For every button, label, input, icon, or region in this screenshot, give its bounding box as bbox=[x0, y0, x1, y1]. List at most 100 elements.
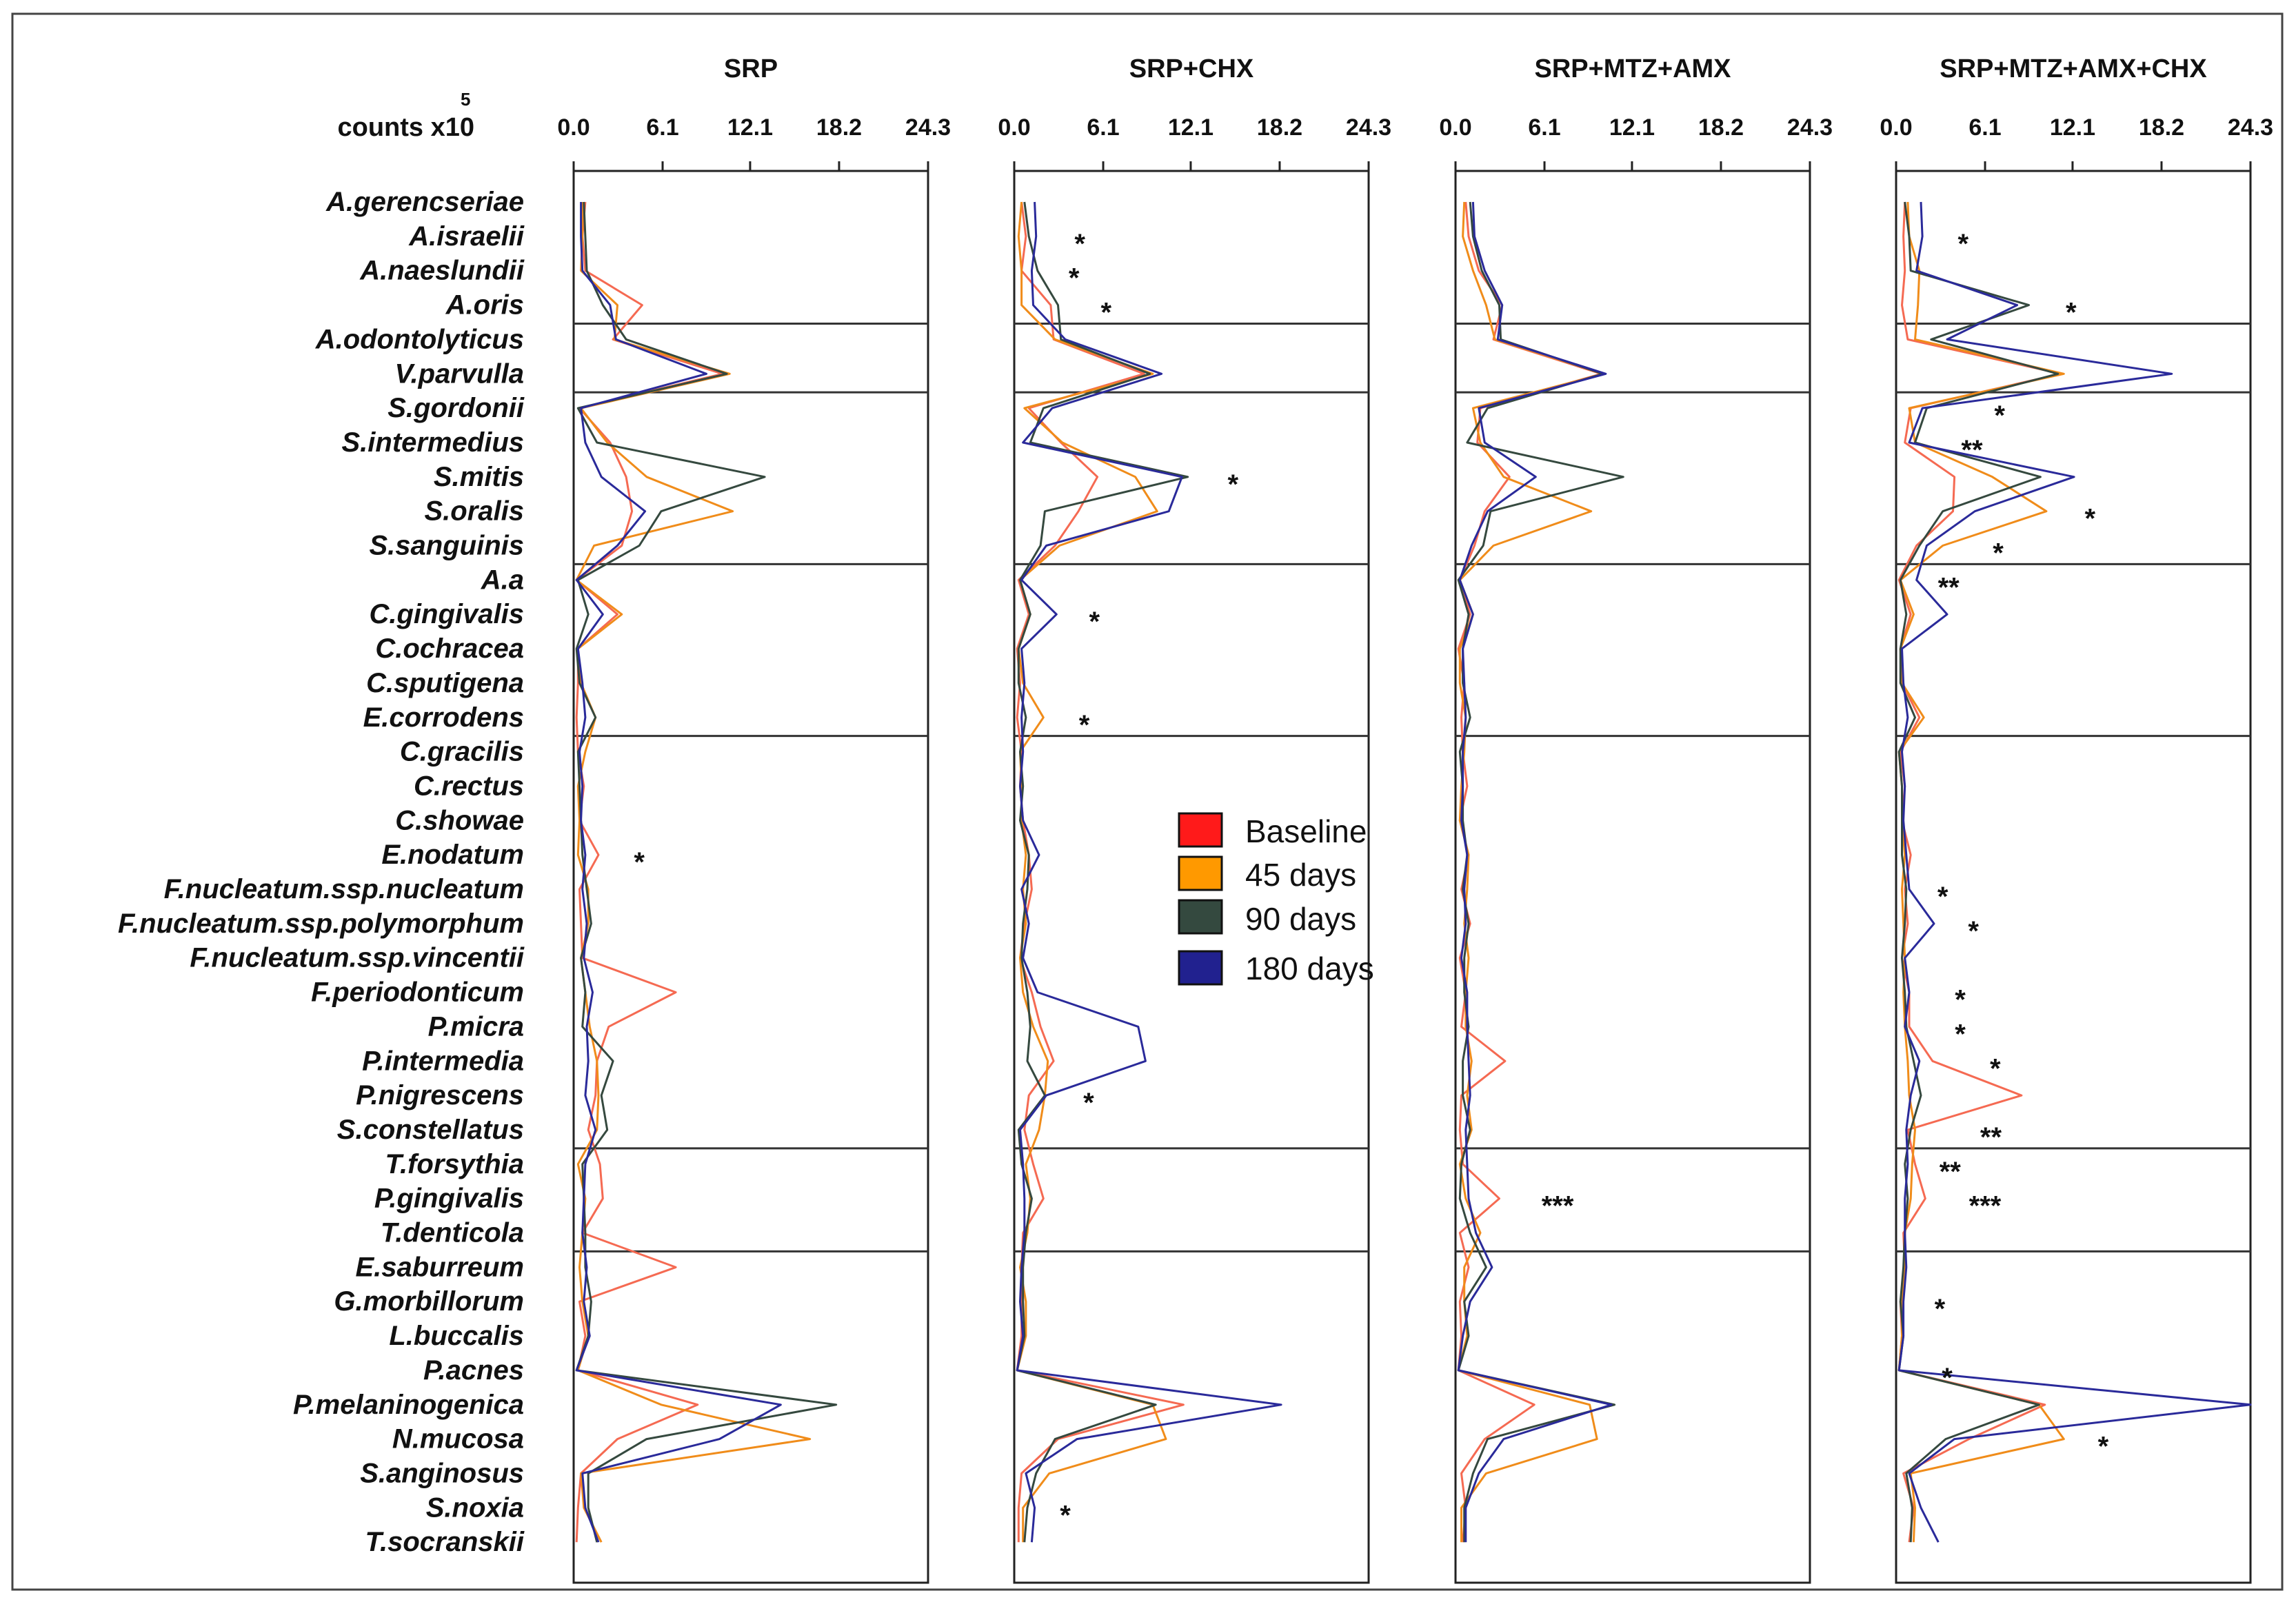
species-label-e-nodatum: E.nodatum bbox=[381, 840, 524, 870]
series-line-180-days bbox=[575, 202, 782, 1543]
x-tick-label: 0.0 bbox=[1439, 114, 1471, 141]
species-label-s-mitis: S.mitis bbox=[434, 462, 524, 492]
significance-marker: * bbox=[1227, 469, 1238, 500]
significance-marker: * bbox=[1935, 1294, 1946, 1324]
significance-marker: ** bbox=[1940, 1157, 1962, 1187]
legend-label-180-days: 180 days bbox=[1245, 951, 1374, 986]
significance-marker: * bbox=[1100, 298, 1111, 328]
species-label-t-denticola: T.denticola bbox=[381, 1218, 524, 1248]
species-label-c-rectus: C.rectus bbox=[414, 771, 524, 801]
significance-marker: * bbox=[1958, 229, 1969, 259]
series-line-90-days bbox=[1897, 201, 2060, 1543]
panel-srp-chx: SRP+CHX 0.0 6.1 12.1 18.2 24.3 * * * * * * * * bbox=[998, 54, 1391, 1584]
x-tick-label: 12.1 bbox=[2050, 114, 2095, 141]
x-tick-label: 18.2 bbox=[816, 114, 862, 141]
species-label-a-a: A.a bbox=[481, 565, 524, 595]
legend-label-45-days: 45 days bbox=[1245, 857, 1356, 893]
significance-marker: * bbox=[1993, 538, 2004, 569]
species-label-p-gingivalis: P.gingivalis bbox=[374, 1184, 524, 1214]
species-label-s-oralis: S.oralis bbox=[424, 496, 524, 527]
panel-title: SRP bbox=[724, 54, 778, 83]
x-tick-label: 12.1 bbox=[727, 114, 773, 141]
series-line-180-days bbox=[1016, 201, 1282, 1543]
significance-marker: * bbox=[1955, 1019, 1966, 1049]
species-label-e-saburreum: E.saburreum bbox=[355, 1252, 524, 1282]
significance-marker: * bbox=[2085, 504, 2096, 534]
species-label-s-intermedius: S.intermedius bbox=[341, 427, 524, 458]
significance-marker: * bbox=[1990, 1053, 2001, 1084]
significance-marker: * bbox=[1083, 1088, 1094, 1118]
species-label-c-ochracea: C.ochracea bbox=[375, 633, 524, 664]
species-label-f-periodonticum: F.periodonticum bbox=[311, 977, 524, 1008]
species-label-s-gordonii: S.gordonii bbox=[387, 393, 525, 423]
species-label-c-sputigena: C.sputigena bbox=[366, 668, 524, 698]
species-label-c-gracilis: C.gracilis bbox=[400, 737, 524, 767]
significance-marker: * bbox=[1942, 1363, 1953, 1393]
x-tick-label: 24.3 bbox=[1346, 114, 1391, 141]
x-tick-label: 18.2 bbox=[1257, 114, 1302, 141]
series-line-45-days bbox=[1016, 201, 1167, 1543]
species-label-a-gerencseriae: A.gerencseriae bbox=[325, 187, 524, 217]
species-label-s-noxia: S.noxia bbox=[426, 1492, 524, 1523]
panel-srp-mtz-amx: SRP+MTZ+AMX 0.0 6.1 12.1 18.2 24.3 *** bbox=[1439, 54, 1833, 1584]
significance-marker: * bbox=[1069, 263, 1080, 294]
legend-swatch-180-days bbox=[1178, 950, 1223, 986]
significance-marker: * bbox=[1955, 985, 1966, 1015]
significance-marker: * bbox=[1968, 916, 1979, 946]
legend: Baseline 45 days 90 days 180 days bbox=[1178, 812, 1374, 986]
species-label-p-intermedia: P.intermedia bbox=[362, 1046, 524, 1076]
significance-marker: * bbox=[1937, 882, 1948, 912]
x-tick-label: 18.2 bbox=[1698, 114, 1744, 141]
x-tick-label: 18.2 bbox=[2139, 114, 2184, 141]
panel-title: SRP+CHX bbox=[1129, 54, 1254, 83]
species-label-n-mucosa: N.mucosa bbox=[392, 1424, 524, 1454]
x-tick-label: 24.3 bbox=[905, 114, 951, 141]
legend-label-baseline: Baseline bbox=[1245, 813, 1367, 849]
legend-swatch-45-days bbox=[1178, 855, 1223, 891]
legend-swatch-90-days bbox=[1178, 899, 1223, 935]
x-tick-label: 24.3 bbox=[1787, 114, 1833, 141]
significance-marker: * bbox=[1994, 400, 2005, 431]
legend-swatch-baseline bbox=[1178, 812, 1223, 848]
x-tick-label: 0.0 bbox=[998, 114, 1030, 141]
species-label-s-anginosus: S.anginosus bbox=[360, 1458, 524, 1488]
species-label-p-acnes: P.acnes bbox=[423, 1355, 524, 1386]
panels: SRP 0.0 6.1 12.1 18.2 24.3 * SRP+CHX 0.0 6.1 12.1 1… bbox=[557, 54, 2273, 1584]
x-tick-label: 6.1 bbox=[1528, 114, 1560, 141]
significance-marker: * bbox=[634, 847, 645, 878]
species-label-g-morbillorum: G.morbillorum bbox=[334, 1286, 524, 1317]
panel-title: SRP+MTZ+AMX+CHX bbox=[1940, 54, 2207, 83]
panel-srp: SRP 0.0 6.1 12.1 18.2 24.3 * bbox=[557, 54, 951, 1584]
species-label-v-parvulla: V.parvulla bbox=[394, 358, 524, 389]
species-label-a-odontolyticus: A.odontolyticus bbox=[315, 324, 524, 354]
species-label-l-buccalis: L.buccalis bbox=[389, 1321, 524, 1351]
counts-label: counts x10 bbox=[337, 113, 474, 142]
species-labels: A.gerencseriae A.israelii A.naeslundii A.or… bbox=[118, 187, 525, 1557]
species-label-t-socranskii: T.socranskii bbox=[365, 1527, 525, 1557]
species-label-p-nigrescens: P.nigrescens bbox=[356, 1080, 524, 1111]
series-line-180-days bbox=[1457, 201, 1613, 1543]
species-label-f-nucleatum-ssp-polymorphum: F.nucleatum.ssp.polymorphum bbox=[118, 909, 524, 939]
species-label-s-constellatus: S.constellatus bbox=[337, 1115, 524, 1145]
species-label-p-micra: P.micra bbox=[428, 1011, 524, 1042]
significance-marker: * bbox=[1079, 710, 1090, 740]
x-tick-label: 0.0 bbox=[1880, 114, 1912, 141]
x-tick-label: 0.0 bbox=[557, 114, 590, 141]
significance-marker: ** bbox=[1980, 1122, 2002, 1153]
panel-title: SRP+MTZ+AMX bbox=[1534, 54, 1731, 83]
significance-marker: *** bbox=[1969, 1191, 2002, 1221]
significance-marker: * bbox=[1074, 229, 1085, 259]
species-label-a-oris: A.oris bbox=[445, 290, 524, 321]
species-label-a-israelii: A.israelii bbox=[408, 221, 525, 252]
significance-marker: ** bbox=[1938, 572, 1960, 602]
x-tick-label: 6.1 bbox=[1968, 114, 2001, 141]
species-label-f-nucleatum-ssp-vincentii: F.nucleatum.ssp.vincentii bbox=[190, 943, 524, 973]
x-tick-label: 12.1 bbox=[1609, 114, 1655, 141]
species-label-c-showae: C.showae bbox=[395, 805, 524, 835]
species-label-a-naeslundii: A.naeslundii bbox=[359, 256, 525, 286]
species-label-t-forsythia: T.forsythia bbox=[385, 1149, 524, 1179]
significance-marker: * bbox=[2098, 1432, 2109, 1462]
significance-marker: *** bbox=[1542, 1191, 1574, 1221]
